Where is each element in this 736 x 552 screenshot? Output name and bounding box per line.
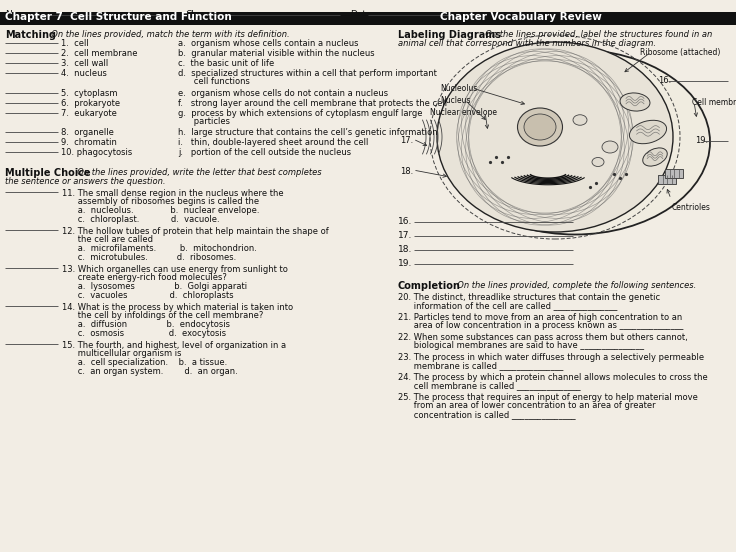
Text: 16.: 16.	[658, 76, 671, 85]
Text: 20. The distinct, threadlike structures that contain the genetic: 20. The distinct, threadlike structures …	[398, 293, 660, 302]
Text: 25. The process that requires an input of energy to help material move: 25. The process that requires an input o…	[398, 393, 698, 402]
Text: On the lines provided, write the letter that best completes: On the lines provided, write the letter …	[72, 168, 322, 177]
Text: Nuclear envelope: Nuclear envelope	[430, 108, 497, 117]
Text: 10. phagocytosis: 10. phagocytosis	[61, 148, 132, 157]
Bar	[665, 169, 683, 178]
Text: 24. The process by which a protein channel allows molecules to cross the: 24. The process by which a protein chann…	[398, 373, 708, 382]
Text: Name: Name	[5, 10, 32, 19]
Ellipse shape	[620, 93, 650, 111]
Text: d.  specialized structures within a cell that perform important: d. specialized structures within a cell …	[178, 69, 437, 78]
Text: 17.: 17.	[398, 231, 412, 240]
Text: b.  granular material visible within the nucleus: b. granular material visible within the …	[178, 49, 375, 58]
Text: e.  organism whose cells do not contain a nucleus: e. organism whose cells do not contain a…	[178, 88, 388, 98]
Text: Cell membrane: Cell membrane	[692, 98, 736, 107]
Text: area of low concentration in a process known as _______________: area of low concentration in a process k…	[398, 321, 683, 331]
Text: 22. When some substances can pass across them but others cannot,: 22. When some substances can pass across…	[398, 333, 687, 342]
Text: the sentence or answers the question.: the sentence or answers the question.	[5, 177, 166, 186]
Text: 18.: 18.	[398, 245, 412, 254]
Text: f.   strong layer around the cell membrane that protects the cell: f. strong layer around the cell membrane…	[178, 98, 447, 108]
Text: Nucleolus: Nucleolus	[440, 84, 478, 93]
Text: biological membranes are said to have _______________: biological membranes are said to have __…	[398, 342, 644, 351]
Text: particles: particles	[178, 117, 230, 126]
Text: create energy-rich food molecules?: create energy-rich food molecules?	[62, 273, 227, 283]
Text: a.  lysosomes               b.  Golgi apparati: a. lysosomes b. Golgi apparati	[62, 282, 247, 291]
Text: 12. The hollow tubes of protein that help maintain the shape of: 12. The hollow tubes of protein that hel…	[62, 227, 329, 236]
Text: Chapter 7  Cell Structure and Function: Chapter 7 Cell Structure and Function	[5, 13, 232, 23]
Ellipse shape	[643, 148, 668, 166]
Text: Completion: Completion	[398, 281, 461, 291]
Text: c.  microtubules.           d.  ribosomes.: c. microtubules. d. ribosomes.	[62, 252, 236, 262]
Text: On the lines provided, label the structures found in an: On the lines provided, label the structu…	[480, 30, 712, 39]
Text: On the lines provided, complete the following sentences.: On the lines provided, complete the foll…	[452, 281, 696, 290]
Text: a.  organism whose cells contain a nucleus: a. organism whose cells contain a nucleu…	[178, 39, 358, 48]
Ellipse shape	[440, 50, 710, 235]
Text: j.   portion of the cell outside the nucleus: j. portion of the cell outside the nucle…	[178, 148, 351, 157]
Text: Chapter Vocabulary Review: Chapter Vocabulary Review	[440, 13, 602, 23]
Text: 7.  eukaryote: 7. eukaryote	[61, 109, 117, 118]
Text: 15. The fourth, and highest, level of organization in a: 15. The fourth, and highest, level of or…	[62, 341, 286, 350]
Text: multicellular organism is: multicellular organism is	[62, 349, 182, 358]
Bar	[0, 12, 736, 25]
Text: i.   thin, double-layered sheet around the cell: i. thin, double-layered sheet around the…	[178, 138, 369, 147]
Text: 19.: 19.	[695, 136, 708, 145]
Text: Nucleus: Nucleus	[440, 96, 470, 105]
Text: Class: Class	[185, 10, 208, 19]
Text: from an area of lower concentration to an area of greater: from an area of lower concentration to a…	[398, 401, 656, 411]
Text: Centrioles: Centrioles	[672, 203, 711, 212]
Text: 3.  cell wall: 3. cell wall	[61, 59, 108, 68]
Text: c.  osmosis                 d.  exocytosis: c. osmosis d. exocytosis	[62, 328, 226, 337]
Text: membrane is called _______________: membrane is called _______________	[398, 362, 563, 370]
Text: a.  microfilaments.         b.  mitochondrion.: a. microfilaments. b. mitochondrion.	[62, 244, 257, 253]
Ellipse shape	[592, 157, 604, 167]
Text: Matching: Matching	[5, 30, 56, 40]
Text: 6.  prokaryote: 6. prokaryote	[61, 98, 120, 108]
Text: On the lines provided, match the term with its definition.: On the lines provided, match the term wi…	[46, 30, 290, 39]
Text: 21. Particles tend to move from an area of high concentration to an: 21. Particles tend to move from an area …	[398, 313, 682, 322]
Ellipse shape	[629, 120, 667, 144]
Text: assembly of ribosomes begins is called the: assembly of ribosomes begins is called t…	[62, 198, 259, 206]
Text: Date: Date	[350, 10, 372, 19]
Text: cell membrane is called _______________: cell membrane is called _______________	[398, 381, 581, 390]
Text: the cell are called: the cell are called	[62, 236, 153, 245]
Ellipse shape	[524, 114, 556, 140]
Text: Multiple Choice: Multiple Choice	[5, 168, 91, 178]
Text: 5.  cytoplasm: 5. cytoplasm	[61, 88, 118, 98]
Text: a.  nucleolus.              b.  nuclear envelope.: a. nucleolus. b. nuclear envelope.	[62, 206, 260, 215]
Text: c.  chloroplast.            d.  vacuole.: c. chloroplast. d. vacuole.	[62, 215, 219, 224]
Bar	[658, 175, 676, 184]
Text: c.  the basic unit of life: c. the basic unit of life	[178, 59, 275, 68]
Text: 17.: 17.	[400, 136, 413, 145]
Text: 14. What is the process by which material is taken into: 14. What is the process by which materia…	[62, 303, 293, 312]
Text: 9.  chromatin: 9. chromatin	[61, 138, 117, 147]
Text: information of the cell are called _______________: information of the cell are called _____…	[398, 301, 618, 310]
Text: 8.  organelle: 8. organelle	[61, 128, 114, 137]
Text: 18.: 18.	[400, 167, 413, 176]
Text: 11. The small dense region in the nucleus where the: 11. The small dense region in the nucleu…	[62, 189, 283, 198]
Text: 1.  cell: 1. cell	[61, 39, 89, 48]
Text: the cell by infoldings of the cell membrane?: the cell by infoldings of the cell membr…	[62, 311, 263, 321]
Text: c.  an organ system.        d.  an organ.: c. an organ system. d. an organ.	[62, 367, 238, 375]
Text: 19.: 19.	[398, 259, 412, 268]
Text: 2.  cell membrane: 2. cell membrane	[61, 49, 138, 58]
Text: Ribosome (attached): Ribosome (attached)	[640, 48, 721, 57]
Text: 23. The process in which water diffuses through a selectively permeable: 23. The process in which water diffuses …	[398, 353, 704, 362]
Text: c.  vacuoles                d.  chloroplasts: c. vacuoles d. chloroplasts	[62, 290, 233, 300]
Ellipse shape	[437, 42, 673, 232]
Text: a.  cell specialization.    b.  a tissue.: a. cell specialization. b. a tissue.	[62, 358, 227, 367]
Ellipse shape	[602, 141, 618, 153]
Text: cell functions: cell functions	[178, 77, 250, 87]
Text: concentration is called _______________: concentration is called _______________	[398, 410, 576, 419]
Text: 13. Which organelles can use energy from sunlight to: 13. Which organelles can use energy from…	[62, 265, 288, 274]
Text: animal cell that correspond with the numbers in the diagram.: animal cell that correspond with the num…	[398, 39, 656, 48]
Text: 4.  nucleus: 4. nucleus	[61, 69, 107, 78]
Text: h.  large structure that contains the cell’s genetic information: h. large structure that contains the cel…	[178, 128, 438, 137]
Text: a.  diffusion               b.  endocytosis: a. diffusion b. endocytosis	[62, 320, 230, 329]
Text: g.  process by which extensions of cytoplasm engulf large: g. process by which extensions of cytopl…	[178, 109, 422, 118]
Ellipse shape	[573, 115, 587, 125]
Ellipse shape	[517, 108, 562, 146]
Text: 16.: 16.	[398, 217, 412, 226]
Text: Labeling Diagrams: Labeling Diagrams	[398, 30, 501, 40]
